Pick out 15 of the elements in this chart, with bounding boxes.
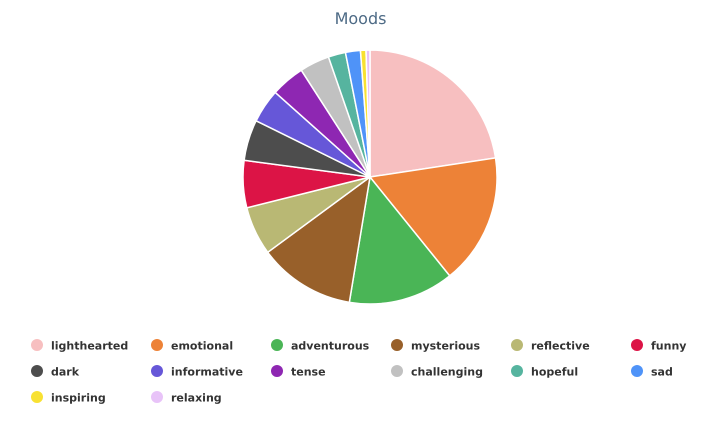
- legend-label: emotional: [171, 340, 234, 352]
- legend-label: mysterious: [411, 340, 480, 352]
- legend-label: reflective: [531, 340, 590, 352]
- legend-label: lighthearted: [51, 340, 128, 352]
- chart-title: Moods: [334, 9, 386, 28]
- legend-label: tense: [291, 366, 326, 378]
- legend-label: informative: [171, 366, 243, 378]
- legend-label: hopeful: [531, 366, 578, 378]
- legend-label: adventurous: [291, 340, 370, 352]
- legend-label: dark: [51, 366, 80, 378]
- legend-label: funny: [651, 340, 686, 352]
- legend-label: sad: [651, 366, 673, 378]
- legend-label: relaxing: [171, 392, 222, 404]
- legend-label: challenging: [411, 366, 483, 378]
- legend-label: inspiring: [51, 392, 106, 404]
